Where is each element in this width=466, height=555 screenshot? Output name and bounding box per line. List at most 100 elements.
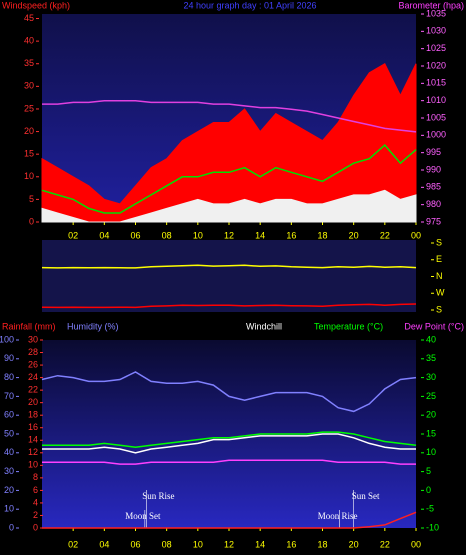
y2-tick-label: 1005 bbox=[426, 112, 446, 122]
annotation-text: Sun Set bbox=[352, 491, 380, 501]
legend-dewpoint: Dew Point (°C) bbox=[404, 321, 464, 331]
direction-label: S bbox=[436, 237, 442, 247]
y2-tick-label: 975 bbox=[426, 216, 441, 226]
y2-tick-label: 980 bbox=[426, 199, 441, 209]
annotation-text: Moon Rise bbox=[318, 511, 358, 521]
line bbox=[41, 144, 417, 214]
legend-temperature: Temperature (°C) bbox=[314, 321, 383, 331]
y2-tick-label: 1025 bbox=[426, 43, 446, 53]
line bbox=[41, 371, 417, 413]
area bbox=[41, 189, 417, 223]
temp-tick-label: 10 bbox=[426, 447, 436, 457]
rain-tick-label: 20 bbox=[28, 397, 38, 407]
y2-tick-label: 995 bbox=[426, 147, 441, 157]
rain-tick-label: 16 bbox=[28, 422, 38, 432]
line bbox=[41, 303, 417, 309]
legend-humidity: Humidity (%) bbox=[67, 321, 119, 331]
x-tick-label: 20 bbox=[349, 539, 359, 549]
rain-tick-label: 8 bbox=[33, 472, 38, 482]
humidity-tick-label: 80 bbox=[4, 372, 14, 382]
y-tick-label: 20 bbox=[24, 126, 34, 136]
humidity-tick-label: 60 bbox=[4, 410, 14, 420]
temp-tick-label: 35 bbox=[426, 353, 436, 363]
x-tick-label: 06 bbox=[130, 539, 140, 549]
rain-tick-label: 28 bbox=[28, 347, 38, 357]
x-tick-label: 14 bbox=[255, 539, 265, 549]
y2-tick-label: 1030 bbox=[426, 26, 446, 36]
x-tick-label: 04 bbox=[99, 539, 109, 549]
y2-tick-label: 1020 bbox=[426, 60, 446, 70]
y-tick-label: 5 bbox=[29, 194, 34, 204]
line bbox=[42, 433, 416, 454]
x-tick-label: 10 bbox=[193, 539, 203, 549]
annotation-text: Sun Rise bbox=[142, 491, 174, 501]
direction-label: E bbox=[436, 254, 442, 264]
y2-tick-label: 1015 bbox=[426, 78, 446, 88]
y-tick-label: 30 bbox=[24, 81, 34, 91]
temp-tick-label: 30 bbox=[426, 372, 436, 382]
direction-label: S bbox=[436, 304, 442, 314]
line bbox=[41, 264, 417, 269]
x-tick-label: 16 bbox=[286, 539, 296, 549]
y-tick-label: 15 bbox=[24, 149, 34, 159]
y-tick-label: 35 bbox=[24, 58, 34, 68]
y-tick-label: 40 bbox=[24, 36, 34, 46]
legend-rain: Rainfall (mm) bbox=[2, 321, 56, 331]
x-tick-label: 02 bbox=[68, 539, 78, 549]
y2-tick-label: 990 bbox=[426, 164, 441, 174]
humidity-tick-label: 30 bbox=[4, 466, 14, 476]
rain-tick-label: 10 bbox=[28, 460, 38, 470]
rain-tick-label: 0 bbox=[33, 522, 38, 532]
x-tick-label: 00 bbox=[411, 230, 421, 240]
humidity-tick-label: 50 bbox=[4, 428, 14, 438]
rain-tick-label: 6 bbox=[33, 485, 38, 495]
rain-tick-label: 22 bbox=[28, 385, 38, 395]
x-tick-label: 12 bbox=[224, 539, 234, 549]
y2-tick-label: 985 bbox=[426, 182, 441, 192]
x-tick-label: 06 bbox=[130, 230, 140, 240]
temp-tick-label: 0 bbox=[426, 485, 431, 495]
x-tick-label: 12 bbox=[224, 230, 234, 240]
temp-tick-label: 40 bbox=[426, 334, 436, 344]
temp-tick-label: -10 bbox=[426, 522, 439, 532]
line bbox=[42, 431, 417, 448]
temp-tick-label: -5 bbox=[426, 504, 434, 514]
chart-title: 24 hour graph day : 01 April 2026 bbox=[183, 0, 316, 10]
direction-label: W bbox=[436, 288, 445, 298]
rain-tick-label: 2 bbox=[33, 510, 38, 520]
baro-axis-title: Barometer (hpa) bbox=[398, 0, 464, 10]
temp-tick-label: 20 bbox=[426, 410, 436, 420]
x-tick-label: 22 bbox=[380, 539, 390, 549]
rain-tick-label: 4 bbox=[33, 497, 38, 507]
area bbox=[41, 62, 417, 223]
temp-tick-label: 5 bbox=[426, 466, 431, 476]
humidity-tick-label: 20 bbox=[4, 485, 14, 495]
wind-axis-title: Windspeed (kph) bbox=[2, 0, 70, 10]
direction-label: N bbox=[436, 271, 443, 281]
x-tick-label: 00 bbox=[411, 539, 421, 549]
x-tick-label: 02 bbox=[68, 230, 78, 240]
x-tick-label: 20 bbox=[349, 230, 359, 240]
x-tick-label: 14 bbox=[255, 230, 265, 240]
humidity-tick-label: 0 bbox=[9, 522, 14, 532]
x-tick-label: 10 bbox=[193, 230, 203, 240]
rain-tick-label: 30 bbox=[28, 334, 38, 344]
line bbox=[42, 459, 416, 465]
line bbox=[42, 511, 417, 529]
y-tick-label: 45 bbox=[24, 13, 34, 23]
rain-tick-label: 18 bbox=[28, 410, 38, 420]
rain-tick-label: 24 bbox=[28, 372, 38, 382]
rain-tick-label: 26 bbox=[28, 359, 38, 369]
legend-windchill: Windchill bbox=[246, 321, 282, 331]
humidity-tick-label: 10 bbox=[4, 504, 14, 514]
humidity-tick-label: 100 bbox=[0, 334, 14, 344]
humidity-tick-label: 70 bbox=[4, 391, 14, 401]
y2-tick-label: 1010 bbox=[426, 95, 446, 105]
humidity-tick-label: 90 bbox=[4, 353, 14, 363]
rain-tick-label: 14 bbox=[28, 435, 38, 445]
y-tick-label: 25 bbox=[24, 103, 34, 113]
x-tick-label: 16 bbox=[286, 230, 296, 240]
direction-panel bbox=[42, 240, 416, 312]
y2-tick-label: 1035 bbox=[426, 8, 446, 18]
